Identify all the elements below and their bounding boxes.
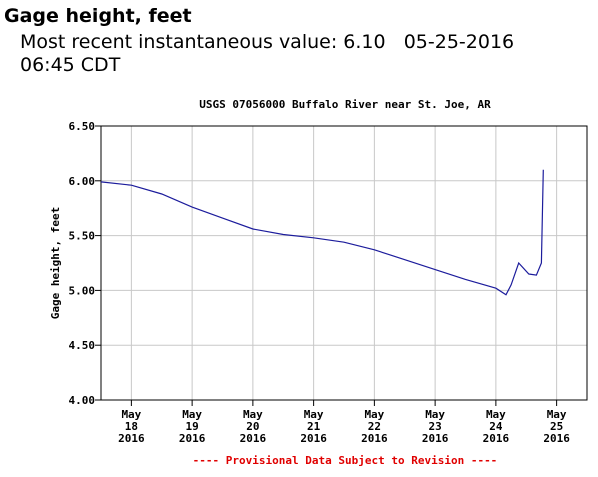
recent-time: 06:45 CDT: [20, 54, 121, 76]
x-tick-label: May: [425, 408, 445, 421]
y-tick-label: 6.00: [69, 175, 96, 188]
footnote: ---- Provisional Data Subject to Revisio…: [193, 454, 498, 467]
y-tick-label: 6.50: [69, 120, 96, 133]
x-tick-label: May: [121, 408, 141, 421]
x-tick-label: 2016: [179, 432, 206, 445]
x-tick-label: 2016: [543, 432, 570, 445]
x-tick-label: 2016: [361, 432, 388, 445]
x-tick-label: May: [547, 408, 567, 421]
x-tick-label: 18: [125, 420, 138, 433]
x-tick-label: May: [243, 408, 263, 421]
x-tick-label: 2016: [118, 432, 145, 445]
chart-title: USGS 07056000 Buffalo River near St. Joe…: [199, 98, 491, 111]
plot-background: [101, 126, 587, 400]
y-tick-label: 4.50: [69, 339, 96, 352]
y-tick-label: 4.00: [69, 394, 96, 407]
x-tick-label: 2016: [240, 432, 267, 445]
x-tick-label: 2016: [422, 432, 449, 445]
x-tick-label: 2016: [483, 432, 510, 445]
page-title: Gage height, feet: [4, 5, 192, 27]
x-tick-label: May: [364, 408, 384, 421]
data-line: [100, 169, 544, 296]
x-tick-label: 19: [186, 420, 199, 433]
x-tick-label: May: [486, 408, 506, 421]
plot-frame: [100, 125, 588, 401]
x-tick-label: 20: [246, 420, 259, 433]
recent-value: Most recent instantaneous value: 6.10 05…: [20, 31, 514, 53]
x-tick-label: 22: [368, 420, 381, 433]
y-axis-label: Gage height, feet: [49, 207, 62, 320]
x-tick-label: 21: [307, 420, 321, 433]
plot: 4.004.505.005.506.006.50May182016May1920…: [69, 120, 588, 445]
x-tick-label: 25: [550, 420, 563, 433]
x-tick-label: 2016: [300, 432, 327, 445]
x-tick-label: May: [182, 408, 202, 421]
y-tick-label: 5.00: [69, 284, 96, 297]
x-tick-label: 24: [489, 420, 503, 433]
x-tick-label: May: [304, 408, 324, 421]
x-tick-label: 23: [429, 420, 442, 433]
y-tick-label: 5.50: [69, 230, 96, 243]
